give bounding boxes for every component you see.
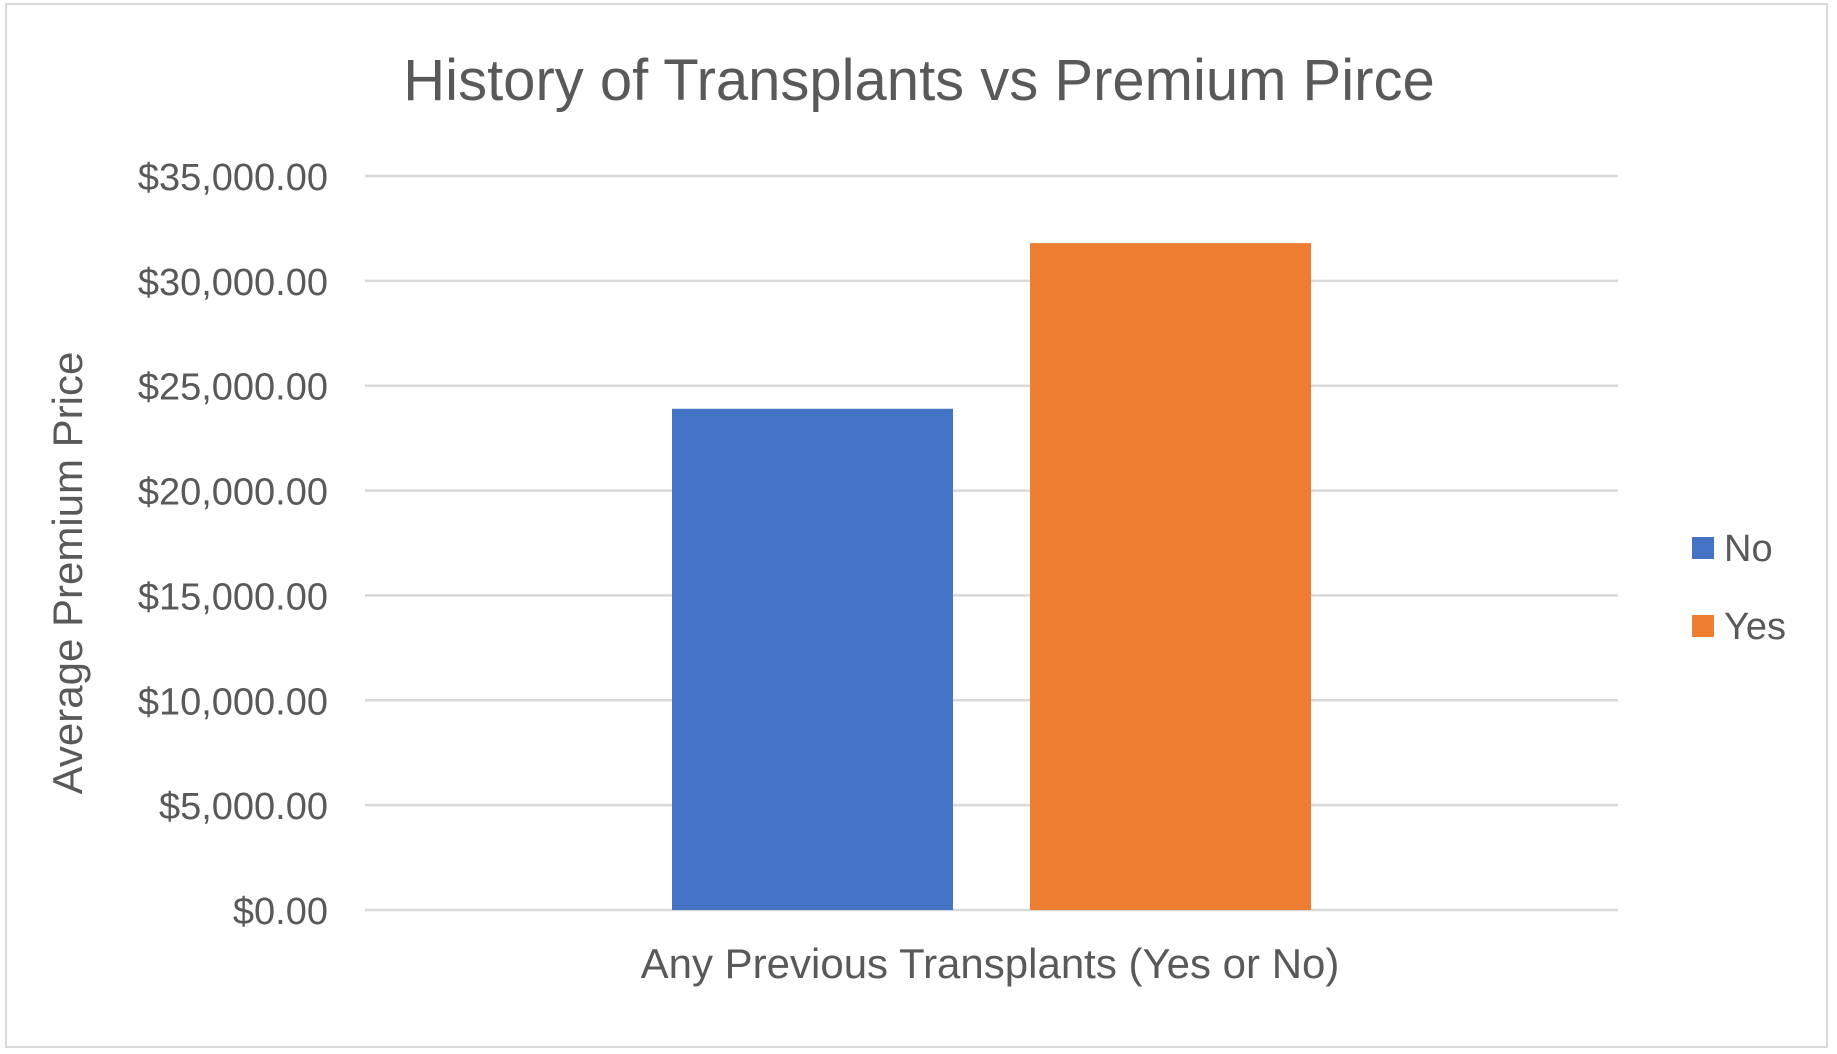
x-axis-label: Any Previous Transplants (Yes or No): [641, 940, 1340, 987]
legend-label-no: No: [1724, 528, 1773, 570]
gridlines: [365, 174, 1618, 912]
y-tick-label: $35,000.00: [138, 157, 328, 199]
legend-label-yes: Yes: [1724, 606, 1786, 648]
y-tick-label: $0.00: [233, 891, 328, 933]
bars: [672, 243, 1311, 910]
y-axis-label: Average Premium Price: [44, 352, 91, 795]
bar-yes: [1030, 243, 1311, 910]
bar-no: [672, 408, 953, 910]
y-tick-label: $15,000.00: [138, 576, 328, 618]
y-tick-label: $5,000.00: [159, 786, 328, 828]
y-tick-label: $25,000.00: [138, 367, 328, 409]
legend-swatch-yes: [1692, 615, 1714, 637]
legend-swatch-no: [1692, 537, 1714, 559]
y-axis-tick-labels: $0.00 $5,000.00 $10,000.00 $15,000.00 $20,00…: [138, 157, 328, 933]
legend: No Yes: [1692, 528, 1786, 648]
y-tick-label: $30,000.00: [138, 262, 328, 304]
y-tick-label: $20,000.00: [138, 472, 328, 514]
chart-title: History of Transplants vs Premium Pirce: [403, 48, 1434, 113]
y-tick-label: $10,000.00: [138, 681, 328, 723]
